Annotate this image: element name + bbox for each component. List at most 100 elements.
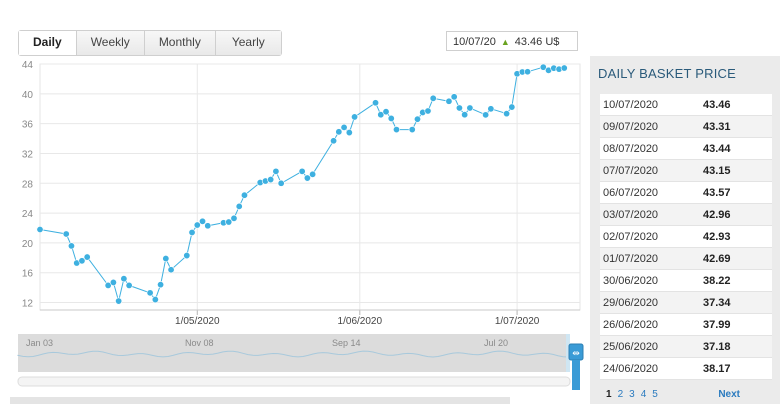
data-point: [104, 281, 112, 289]
data-point: [455, 104, 463, 112]
data-point: [204, 222, 212, 230]
row-date: 01/07/2020: [600, 247, 703, 270]
row-price: 43.15: [703, 159, 772, 182]
row-price: 37.99: [703, 313, 772, 336]
x-tick-label: 1/07/2020: [495, 316, 540, 327]
row-date: 24/06/2020: [600, 357, 703, 380]
navigator-selection: [566, 334, 570, 372]
drag-handle-icon: ⇹: [572, 348, 580, 358]
navigator-handle-bar: [572, 360, 580, 390]
tab-weekly[interactable]: Weekly: [76, 31, 145, 55]
tab-yearly[interactable]: Yearly: [215, 31, 281, 55]
table-row: 10/07/2020 43.46: [600, 94, 772, 116]
data-point: [482, 111, 490, 119]
y-tick-label: 20: [22, 239, 34, 250]
y-tick-label: 28: [22, 179, 34, 190]
data-point: [345, 129, 353, 137]
row-date: 06/07/2020: [600, 181, 703, 204]
data-point: [193, 221, 201, 229]
next-page-link[interactable]: Next: [718, 389, 740, 400]
data-point: [524, 68, 532, 76]
row-date: 29/06/2020: [600, 291, 703, 314]
data-point: [508, 103, 516, 111]
row-price: 38.22: [703, 269, 772, 292]
row-date: 10/07/2020: [600, 94, 703, 116]
price-value: 43.46 U$: [514, 36, 560, 48]
data-point: [225, 218, 233, 226]
table-row: 29/06/2020 37.34: [600, 291, 772, 314]
data-point: [377, 111, 385, 119]
data-point: [487, 105, 495, 113]
table-row: 25/06/2020 37.18: [600, 335, 772, 358]
page-1[interactable]: 1: [606, 389, 612, 400]
data-point: [413, 115, 421, 123]
navigator-label: Jan 03: [26, 338, 53, 348]
data-point: [78, 257, 86, 265]
data-point: [503, 110, 511, 118]
data-point: [115, 297, 123, 305]
y-tick-label: 44: [22, 60, 34, 71]
data-point: [560, 64, 568, 72]
data-point: [199, 217, 207, 225]
navigator-label: Sep 14: [332, 338, 361, 348]
data-point: [298, 167, 306, 175]
row-date: 08/07/2020: [600, 137, 703, 160]
data-point: [340, 123, 348, 131]
data-point: [83, 253, 91, 261]
data-point: [167, 266, 175, 274]
y-tick-label: 40: [22, 90, 34, 101]
table-row: 07/07/2020 43.15: [600, 159, 772, 182]
data-point: [157, 281, 165, 289]
x-tick-label: 1/05/2020: [175, 316, 220, 327]
row-date: 25/06/2020: [600, 335, 703, 358]
row-date: 09/07/2020: [600, 115, 703, 138]
data-point: [382, 108, 390, 116]
daily-basket-panel: DAILY BASKET PRICE 10/07/2020 43.46 09/07/…: [590, 56, 780, 404]
data-point: [330, 137, 338, 145]
row-price: 43.31: [703, 115, 772, 138]
period-tabs: Daily Weekly Monthly Yearly: [18, 30, 282, 56]
pagination: 1 2 3 4 5: [606, 389, 658, 400]
chart-grid: [39, 63, 581, 315]
price-date: 10/07/20: [453, 36, 496, 48]
row-date: 30/06/2020: [600, 269, 703, 292]
data-point: [146, 289, 154, 297]
table-row: 08/07/2020 43.44: [600, 137, 772, 160]
data-point: [151, 296, 159, 304]
y-tick-label: 36: [22, 120, 34, 131]
basket-table: 10/07/2020 43.46 09/07/2020 43.31 08/07/2020…: [600, 94, 772, 380]
y-tick-label: 12: [22, 299, 34, 310]
y-axis-labels: 12 16 20 24 28 32 36 40 44: [22, 60, 34, 310]
plot-area: [39, 63, 581, 311]
row-price: 37.18: [703, 335, 772, 358]
data-point: [272, 167, 280, 175]
page-scrollbar[interactable]: [10, 397, 510, 404]
navigator-label: Jul 20: [484, 338, 508, 348]
data-point: [235, 202, 243, 210]
row-price: 43.46: [703, 94, 772, 116]
y-tick-label: 16: [22, 269, 34, 280]
navigator-scrollbar[interactable]: [17, 376, 571, 387]
page-2[interactable]: 2: [617, 389, 624, 400]
panel-title: DAILY BASKET PRICE: [598, 66, 736, 81]
data-point: [109, 278, 117, 286]
data-point: [466, 104, 474, 112]
row-date: 03/07/2020: [600, 203, 703, 226]
page-3[interactable]: 3: [629, 389, 635, 400]
data-point: [445, 97, 453, 105]
row-price: 43.44: [703, 137, 772, 160]
data-point: [393, 126, 401, 134]
page-5[interactable]: 5: [652, 389, 658, 400]
navigator-background: [18, 334, 570, 372]
data-point: [408, 126, 416, 134]
table-row: 06/07/2020 43.57: [600, 181, 772, 204]
data-point: [120, 275, 128, 283]
data-point: [162, 255, 170, 263]
data-point: [372, 99, 380, 107]
page-4[interactable]: 4: [640, 389, 647, 400]
data-point: [387, 114, 395, 122]
table-row: 02/07/2020 42.93: [600, 225, 772, 248]
tab-daily[interactable]: Daily: [19, 31, 77, 55]
tab-monthly[interactable]: Monthly: [144, 31, 216, 55]
data-point: [267, 176, 275, 184]
